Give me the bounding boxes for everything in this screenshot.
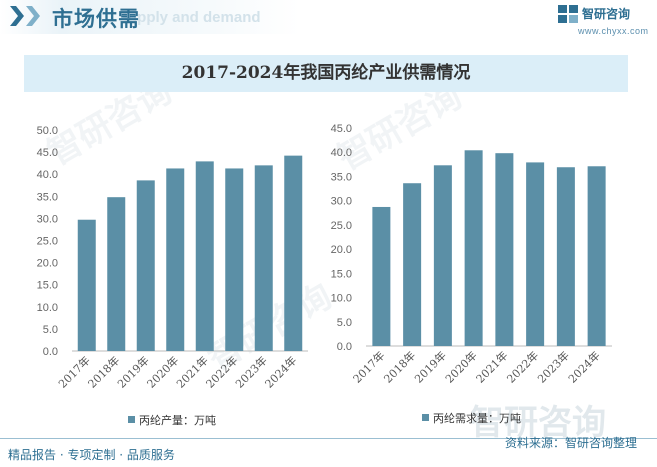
brand-logo-icon bbox=[558, 5, 578, 23]
x-tick-label: 2018年 bbox=[85, 353, 122, 390]
bar bbox=[433, 165, 452, 346]
y-tick-label: 40.0 bbox=[331, 147, 352, 159]
y-tick-label: 10.0 bbox=[331, 293, 352, 305]
y-tick-label: 35.0 bbox=[37, 191, 58, 203]
brand-url: www.chyxx.com bbox=[578, 26, 649, 36]
chart-title-band: 2017-2024年我国丙纶产业供需情况 bbox=[24, 55, 628, 92]
y-tick-label: 0.0 bbox=[337, 341, 352, 353]
y-tick-label: 25.0 bbox=[37, 236, 58, 248]
bar bbox=[403, 183, 422, 346]
header-background bbox=[0, 0, 300, 34]
x-tick-label: 2024年 bbox=[565, 348, 602, 385]
y-tick-label: 50.0 bbox=[37, 125, 58, 137]
x-tick-label: 2017年 bbox=[350, 348, 387, 385]
x-tick-label: 2022年 bbox=[203, 353, 240, 390]
y-tick-label: 20.0 bbox=[37, 258, 58, 270]
y-tick-label: 45.0 bbox=[37, 147, 58, 159]
bar bbox=[225, 168, 244, 351]
x-tick-label: 2017年 bbox=[55, 353, 92, 390]
x-tick-label: 2018年 bbox=[381, 348, 418, 385]
y-tick-label: 45.0 bbox=[331, 123, 352, 135]
x-tick-label: 2020年 bbox=[144, 353, 181, 390]
y-tick-label: 35.0 bbox=[331, 171, 352, 183]
y-tick-label: 5.0 bbox=[337, 317, 352, 329]
x-tick-label: 2024年 bbox=[262, 353, 299, 390]
y-tick-label: 15.0 bbox=[331, 268, 352, 280]
footer-slogan: 精品报告 · 专项定制 · 品质服务 bbox=[8, 448, 175, 462]
legend-swatch bbox=[422, 414, 429, 421]
section-title: 市场供需 bbox=[52, 7, 140, 31]
page-header: Supply and demand 市场供需 智研咨询 www.chyxx.co… bbox=[0, 0, 657, 40]
bar bbox=[526, 162, 545, 346]
x-tick-label: 2023年 bbox=[535, 348, 572, 385]
bar bbox=[107, 197, 126, 351]
y-tick-label: 5.0 bbox=[43, 324, 58, 336]
y-tick-label: 15.0 bbox=[37, 280, 58, 292]
x-tick-label: 2021年 bbox=[173, 353, 210, 390]
x-tick-label: 2020年 bbox=[442, 348, 479, 385]
x-tick-label: 2021年 bbox=[473, 348, 510, 385]
x-tick-label: 2022年 bbox=[504, 348, 541, 385]
chevron-right-icon bbox=[10, 6, 24, 26]
bar bbox=[136, 180, 155, 351]
y-tick-label: 20.0 bbox=[331, 244, 352, 256]
bar bbox=[284, 155, 303, 351]
legend-label: 丙纶需求量：万吨 bbox=[433, 411, 521, 425]
bar bbox=[556, 167, 575, 346]
bar bbox=[372, 206, 391, 346]
bar bbox=[254, 165, 273, 351]
y-tick-label: 0.0 bbox=[43, 346, 58, 358]
bar bbox=[77, 219, 96, 351]
y-tick-label: 10.0 bbox=[37, 302, 58, 314]
legend-label: 丙纶产量：万吨 bbox=[139, 413, 216, 427]
x-tick-label: 2019年 bbox=[114, 353, 151, 390]
x-tick-label: 2019年 bbox=[412, 348, 449, 385]
footer-source: 资料来源：智研咨询整理 bbox=[505, 436, 638, 450]
bar bbox=[587, 166, 606, 346]
chart-title: 2017-2024年我国丙纶产业供需情况 bbox=[181, 63, 471, 83]
brand-name: 智研咨询 bbox=[582, 7, 631, 21]
legend-swatch bbox=[128, 416, 135, 423]
bar bbox=[495, 153, 514, 346]
y-tick-label: 30.0 bbox=[331, 196, 352, 208]
footer-divider bbox=[0, 438, 657, 439]
y-tick-label: 40.0 bbox=[37, 169, 58, 181]
y-tick-label: 30.0 bbox=[37, 213, 58, 225]
header-ghost-text: Supply and demand bbox=[118, 9, 261, 26]
chevron-right-icon bbox=[26, 6, 40, 26]
bar bbox=[464, 150, 483, 346]
bar bbox=[166, 168, 185, 351]
y-tick-label: 25.0 bbox=[331, 220, 352, 232]
bar bbox=[195, 161, 214, 351]
x-tick-label: 2023年 bbox=[232, 353, 269, 390]
